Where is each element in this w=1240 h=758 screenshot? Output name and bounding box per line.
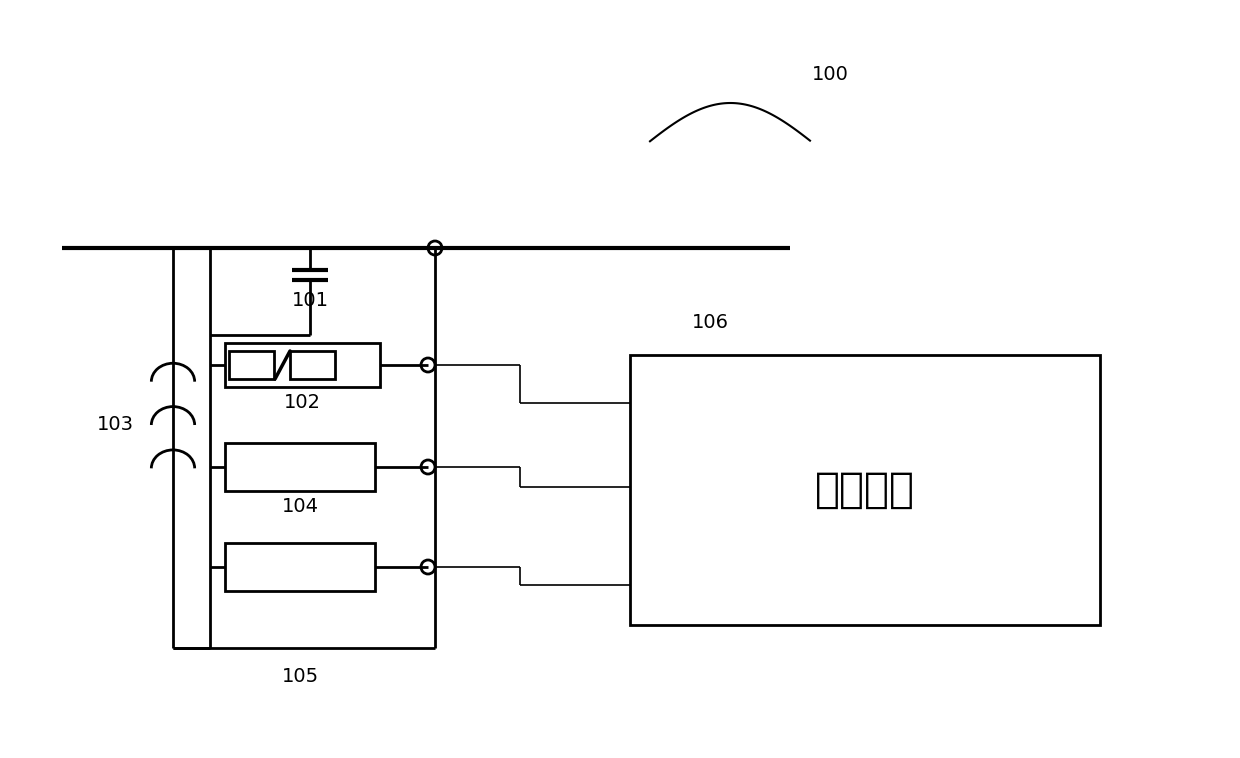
Text: 101: 101 xyxy=(291,290,329,309)
Bar xyxy=(224,443,374,491)
Text: 103: 103 xyxy=(97,415,134,434)
Text: 102: 102 xyxy=(284,393,320,412)
Bar xyxy=(224,543,374,591)
Text: 105: 105 xyxy=(281,666,319,685)
Text: 100: 100 xyxy=(811,65,848,84)
Text: 控制单元: 控制单元 xyxy=(815,469,915,511)
Bar xyxy=(224,343,379,387)
Bar xyxy=(630,355,1100,625)
Text: 106: 106 xyxy=(692,314,729,333)
Bar xyxy=(290,351,335,379)
Text: 104: 104 xyxy=(281,497,319,516)
Bar xyxy=(229,351,274,379)
